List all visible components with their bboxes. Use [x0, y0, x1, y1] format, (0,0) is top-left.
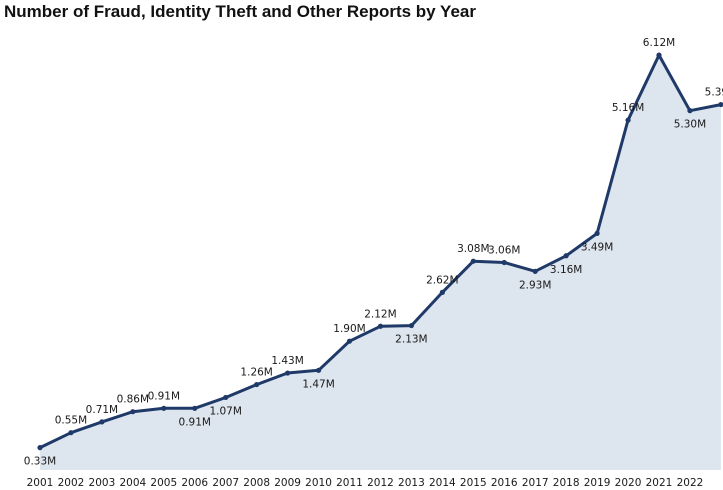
x-tick-label: 2017: [522, 477, 549, 489]
x-tick-label: 2022: [677, 477, 704, 489]
data-point[interactable]: [532, 268, 538, 274]
point-label: 2.12M: [364, 308, 396, 320]
point-label: 1.90M: [333, 323, 365, 335]
x-tick-label: 2014: [429, 477, 456, 489]
point-label: 5.30M: [674, 119, 706, 131]
x-tick-label: 2002: [58, 477, 85, 489]
point-label: 5.16M: [612, 102, 644, 114]
x-tick-label: 2015: [460, 477, 487, 489]
point-label: 0.33M: [24, 456, 56, 468]
data-point[interactable]: [439, 289, 445, 295]
data-point[interactable]: [254, 381, 260, 388]
point-label: 0.55M: [55, 415, 87, 427]
data-point[interactable]: [656, 52, 662, 58]
x-tick-label: 2005: [150, 477, 177, 489]
data-point[interactable]: [346, 338, 353, 344]
point-label: 0.91M: [179, 416, 211, 428]
point-label: 1.43M: [271, 355, 303, 367]
point-label: 5.39M: [705, 87, 723, 99]
x-tick-label: 2019: [584, 477, 611, 489]
x-tick-label: 2021: [646, 477, 673, 489]
data-point[interactable]: [377, 323, 384, 329]
data-point[interactable]: [315, 367, 322, 373]
point-label: 3.16M: [550, 264, 582, 276]
x-tick-label: 2006: [181, 477, 208, 489]
point-label: 3.06M: [488, 245, 520, 257]
point-label: 0.91M: [148, 390, 180, 402]
x-tick-label: 2007: [212, 477, 239, 489]
area-fill: [40, 55, 721, 470]
x-tick-label: 2003: [89, 477, 116, 489]
x-tick-label: 2009: [274, 477, 301, 489]
point-label: 3.49M: [581, 241, 613, 253]
x-tick-label: 2013: [398, 477, 425, 489]
x-tick-label: 2001: [27, 477, 54, 489]
data-point[interactable]: [594, 230, 600, 236]
data-point[interactable]: [68, 430, 74, 436]
chart-title: Number of Fraud, Identity Theft and Othe…: [4, 2, 476, 21]
data-point[interactable]: [563, 253, 569, 259]
point-label: 6.12M: [643, 37, 675, 49]
x-tick-label: 2011: [336, 477, 363, 489]
point-label: 1.26M: [240, 367, 272, 379]
data-point[interactable]: [99, 419, 105, 425]
point-label: 2.62M: [426, 274, 458, 286]
x-tick-label: 2008: [243, 477, 270, 489]
x-tick-label: 2010: [305, 477, 332, 489]
data-point[interactable]: [408, 322, 414, 329]
x-tick-label: 2018: [553, 477, 580, 489]
x-tick-label: 2004: [119, 477, 146, 489]
point-label: 1.07M: [209, 405, 241, 417]
point-label: 2.13M: [395, 334, 427, 346]
data-point[interactable]: [192, 405, 198, 411]
data-point[interactable]: [285, 370, 291, 376]
point-label: 0.86M: [117, 394, 149, 406]
data-point[interactable]: [161, 405, 167, 411]
data-point[interactable]: [501, 259, 507, 266]
data-point[interactable]: [223, 394, 229, 401]
point-label: 3.08M: [457, 243, 489, 255]
data-point[interactable]: [37, 445, 43, 451]
x-tick-label: 2012: [367, 477, 394, 489]
data-point[interactable]: [687, 108, 693, 114]
point-label: 0.71M: [86, 404, 118, 416]
x-tick-label: 2020: [615, 477, 642, 489]
point-label: 1.47M: [302, 378, 334, 390]
data-point[interactable]: [470, 258, 476, 264]
data-point[interactable]: [130, 409, 136, 415]
data-point[interactable]: [625, 117, 631, 123]
point-label: 2.93M: [519, 279, 551, 291]
x-tick-label: 2016: [491, 477, 518, 489]
data-point[interactable]: [718, 101, 723, 108]
